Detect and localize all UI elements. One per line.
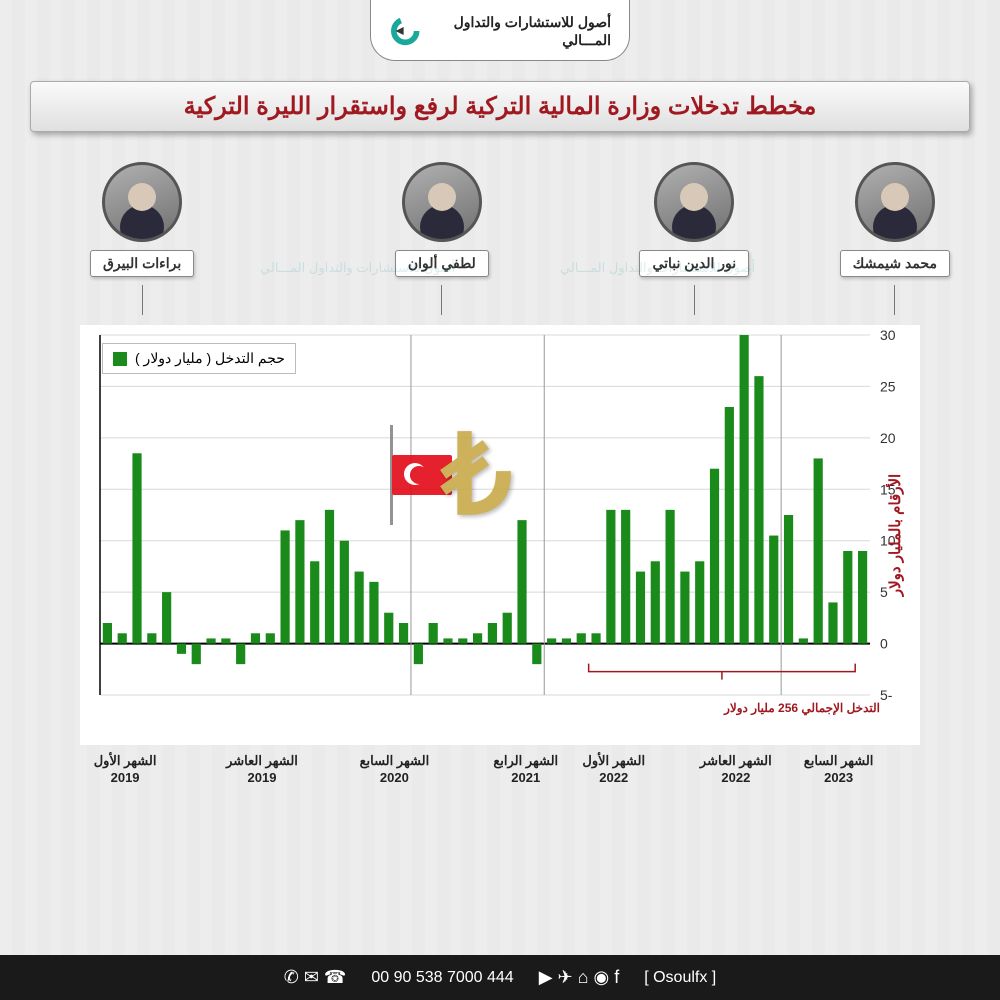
x-axis-labels: الشهر الأول2019الشهر العاشر2019الشهر الس…	[80, 753, 920, 793]
flag-lira-decoration: ₺	[390, 395, 550, 555]
connector-line	[142, 285, 143, 315]
svg-text:0: 0	[880, 636, 888, 652]
avatar	[102, 162, 182, 242]
minister-1: براءات البيرق	[90, 162, 194, 315]
minister-name: براءات البيرق	[90, 250, 194, 277]
svg-text:20: 20	[880, 430, 896, 446]
watermark: أصول للاستشارات والتداول المـــالي	[260, 260, 455, 276]
header-logo: أصول للاستشارات والتداول المـــالي	[370, 0, 630, 61]
connector-line	[694, 285, 695, 315]
minister-3: نور الدين نباتي	[639, 162, 749, 315]
minister-2: لطفي ألوان	[395, 162, 489, 315]
connector-line	[441, 285, 442, 315]
chart-legend: حجم التدخل ( مليار دولار )	[102, 343, 296, 374]
minister-4: محمد شيمشك	[840, 162, 950, 315]
logo-icon	[389, 12, 421, 50]
main-container: أصول للاستشارات والتداول المـــالي مخطط …	[0, 0, 1000, 1000]
connector-line	[894, 285, 895, 315]
avatar	[855, 162, 935, 242]
total-annotation: التدخل الإجمالي 256 مليار دولار	[724, 701, 880, 715]
chart-area: حجم التدخل ( مليار دولار ) الأرقام بالمل…	[80, 325, 920, 745]
main-title: مخطط تدخلات وزارة المالية التركية لرفع و…	[30, 81, 970, 132]
svg-text:30: 30	[880, 327, 896, 343]
watermark: أصول للاستشارات والتداول المـــالي	[560, 260, 755, 276]
svg-text:5-: 5-	[880, 687, 893, 703]
avatar	[402, 162, 482, 242]
lira-symbol-icon: ₺	[442, 411, 512, 539]
y-axis-label: الأرقام بالمليار دولار	[886, 474, 904, 596]
svg-text:25: 25	[880, 378, 896, 394]
ministers-row: براءات البيرق لطفي ألوان نور الدين نباتي…	[30, 162, 970, 315]
avatar	[654, 162, 734, 242]
legend-text: حجم التدخل ( مليار دولار )	[135, 350, 285, 367]
legend-swatch	[113, 352, 127, 366]
logo-text: أصول للاستشارات والتداول المـــالي	[431, 13, 611, 49]
minister-name: محمد شيمشك	[840, 250, 950, 277]
